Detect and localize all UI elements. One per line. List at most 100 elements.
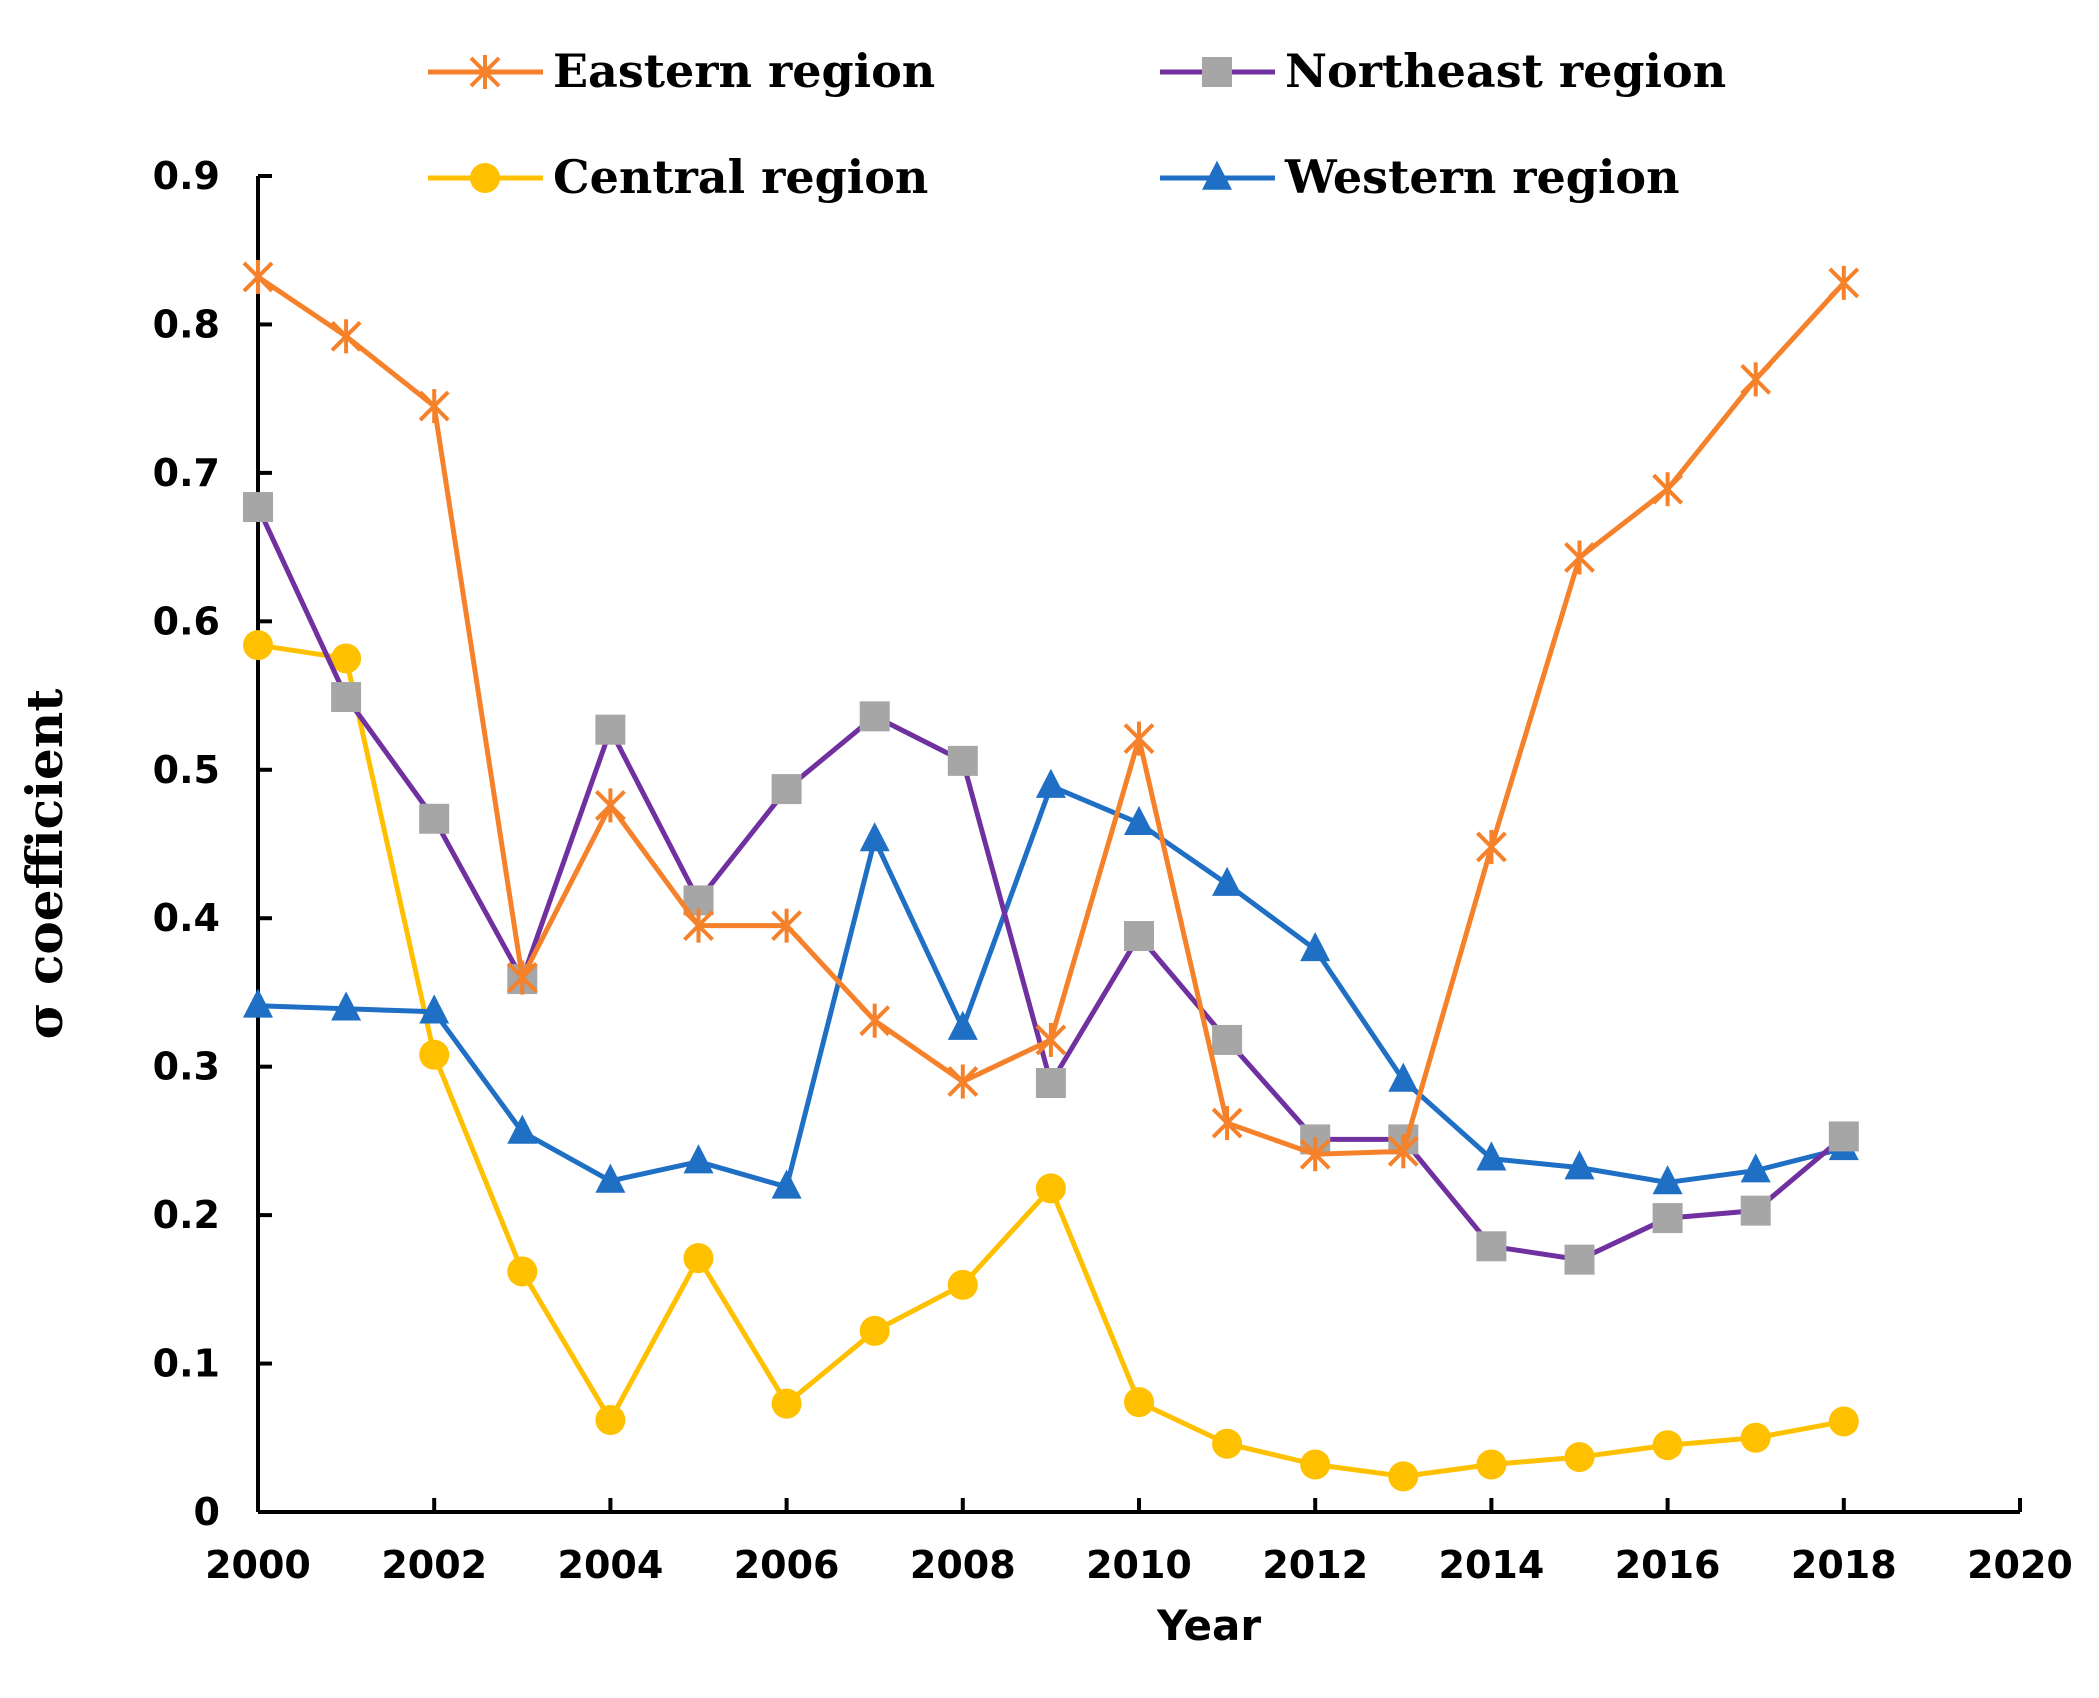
data-point-northeast-region — [771, 774, 802, 805]
data-point-western-region — [1476, 1141, 1507, 1171]
legend-label: Northeast region — [1285, 44, 1726, 98]
x-tick-label: 2010 — [1086, 1543, 1192, 1587]
data-point-eastern-region — [1652, 472, 1684, 507]
y-tick-label: 0.5 — [153, 748, 220, 792]
data-point-western-region — [507, 1114, 538, 1144]
data-point-central-region — [419, 1039, 450, 1070]
data-point-central-region — [595, 1404, 626, 1435]
data-point-northeast-region — [1828, 1121, 1859, 1152]
legend-label: Eastern region — [553, 44, 935, 98]
legend-label: Western region — [1284, 150, 1680, 204]
series-western-region — [243, 768, 1859, 1199]
data-point-central-region — [771, 1388, 802, 1419]
data-point-central-region — [331, 643, 362, 674]
data-point-central-region — [1035, 1173, 1066, 1204]
x-tick-label: 2018 — [1791, 1543, 1897, 1587]
y-tick-label: 0.8 — [153, 302, 220, 346]
series-eastern-region — [242, 259, 1860, 1172]
series-line-northeast-region — [255, 505, 1846, 1263]
legend-marker — [1202, 57, 1232, 87]
data-point-central-region — [683, 1243, 714, 1274]
y-tick-label: 0.4 — [153, 896, 220, 940]
data-point-central-region — [1124, 1387, 1154, 1418]
data-point-central-region — [1300, 1449, 1331, 1480]
legend-marker — [470, 163, 500, 193]
data-point-northeast-region — [243, 492, 273, 523]
data-point-northeast-region — [947, 745, 978, 776]
data-point-eastern-region — [594, 788, 626, 823]
data-point-western-region — [1124, 805, 1154, 835]
y-axis-title: σ coefficient — [15, 689, 74, 1040]
x-tick-label: 2004 — [558, 1543, 664, 1587]
x-tick-label: 2016 — [1615, 1543, 1721, 1587]
data-point-northeast-region — [419, 803, 450, 834]
x-tick-label: 2012 — [1262, 1543, 1368, 1587]
data-point-eastern-region — [418, 389, 450, 424]
x-tick-label: 2020 — [1967, 1543, 2073, 1587]
data-point-northeast-region — [1476, 1231, 1507, 1262]
data-point-western-region — [771, 1169, 802, 1199]
legend-item-northeast-region: Northeast region — [1160, 44, 1726, 98]
data-point-western-region — [595, 1163, 626, 1193]
data-point-eastern-region — [1035, 1022, 1067, 1057]
data-point-western-region — [683, 1144, 714, 1174]
data-point-northeast-region — [1124, 921, 1154, 952]
data-point-western-region — [1035, 768, 1066, 798]
data-point-western-region — [243, 988, 273, 1018]
data-point-eastern-region — [1123, 721, 1155, 756]
data-point-eastern-region — [330, 319, 362, 354]
data-point-central-region — [243, 630, 273, 661]
data-point-eastern-region — [1828, 265, 1860, 300]
data-point-central-region — [1828, 1406, 1859, 1437]
data-point-central-region — [1564, 1442, 1595, 1473]
legend-marker — [1202, 160, 1232, 190]
y-tick-label: 0.2 — [153, 1193, 220, 1237]
data-point-central-region — [947, 1269, 978, 1300]
x-axis-title: Year — [1156, 1601, 1261, 1650]
data-point-eastern-region — [1299, 1137, 1331, 1172]
series-northeast-region — [243, 492, 1859, 1275]
data-point-northeast-region — [1035, 1067, 1066, 1098]
data-point-northeast-region — [1212, 1024, 1243, 1055]
data-point-western-region — [331, 991, 362, 1021]
data-point-western-region — [859, 822, 890, 852]
data-point-western-region — [1300, 932, 1331, 962]
data-point-western-region — [1564, 1150, 1595, 1180]
data-point-eastern-region — [1564, 540, 1595, 575]
y-tick-label: 0.3 — [153, 1045, 220, 1089]
data-point-northeast-region — [331, 682, 362, 713]
data-point-central-region — [1652, 1430, 1683, 1461]
series-layer — [242, 259, 1860, 1492]
x-tick-label: 2000 — [205, 1543, 311, 1587]
data-point-eastern-region — [1475, 829, 1507, 864]
legend: Eastern region Northeast region Central re… — [428, 44, 1726, 204]
data-point-central-region — [859, 1315, 890, 1346]
x-tick-label: 2008 — [910, 1543, 1016, 1587]
data-point-northeast-region — [1652, 1203, 1683, 1234]
x-tick-label: 2006 — [734, 1543, 840, 1587]
data-point-central-region — [1388, 1461, 1419, 1492]
legend-label: Central region — [553, 150, 928, 204]
data-point-eastern-region — [242, 259, 274, 294]
data-point-northeast-region — [859, 701, 890, 732]
data-point-eastern-region — [1211, 1106, 1243, 1141]
series-central-region — [243, 630, 1859, 1492]
data-point-eastern-region — [1387, 1134, 1419, 1169]
legend-item-eastern-region: Eastern region — [428, 44, 935, 98]
data-point-central-region — [1212, 1428, 1243, 1459]
legend-item-central-region: Central region — [428, 150, 928, 204]
data-point-western-region — [1388, 1062, 1419, 1092]
y-tick-label: 0.1 — [153, 1342, 220, 1386]
data-point-western-region — [1652, 1165, 1683, 1195]
data-point-eastern-region — [1740, 362, 1772, 397]
y-tick-label: 0.9 — [153, 154, 220, 198]
series-line-western-region — [257, 783, 1845, 1190]
y-tick-label: 0.7 — [153, 451, 220, 495]
data-point-eastern-region — [947, 1064, 979, 1099]
y-tick-label: 0 — [194, 1490, 220, 1534]
data-point-northeast-region — [1740, 1195, 1771, 1226]
y-tick-label: 0.6 — [153, 599, 220, 643]
data-point-eastern-region — [859, 1003, 891, 1038]
